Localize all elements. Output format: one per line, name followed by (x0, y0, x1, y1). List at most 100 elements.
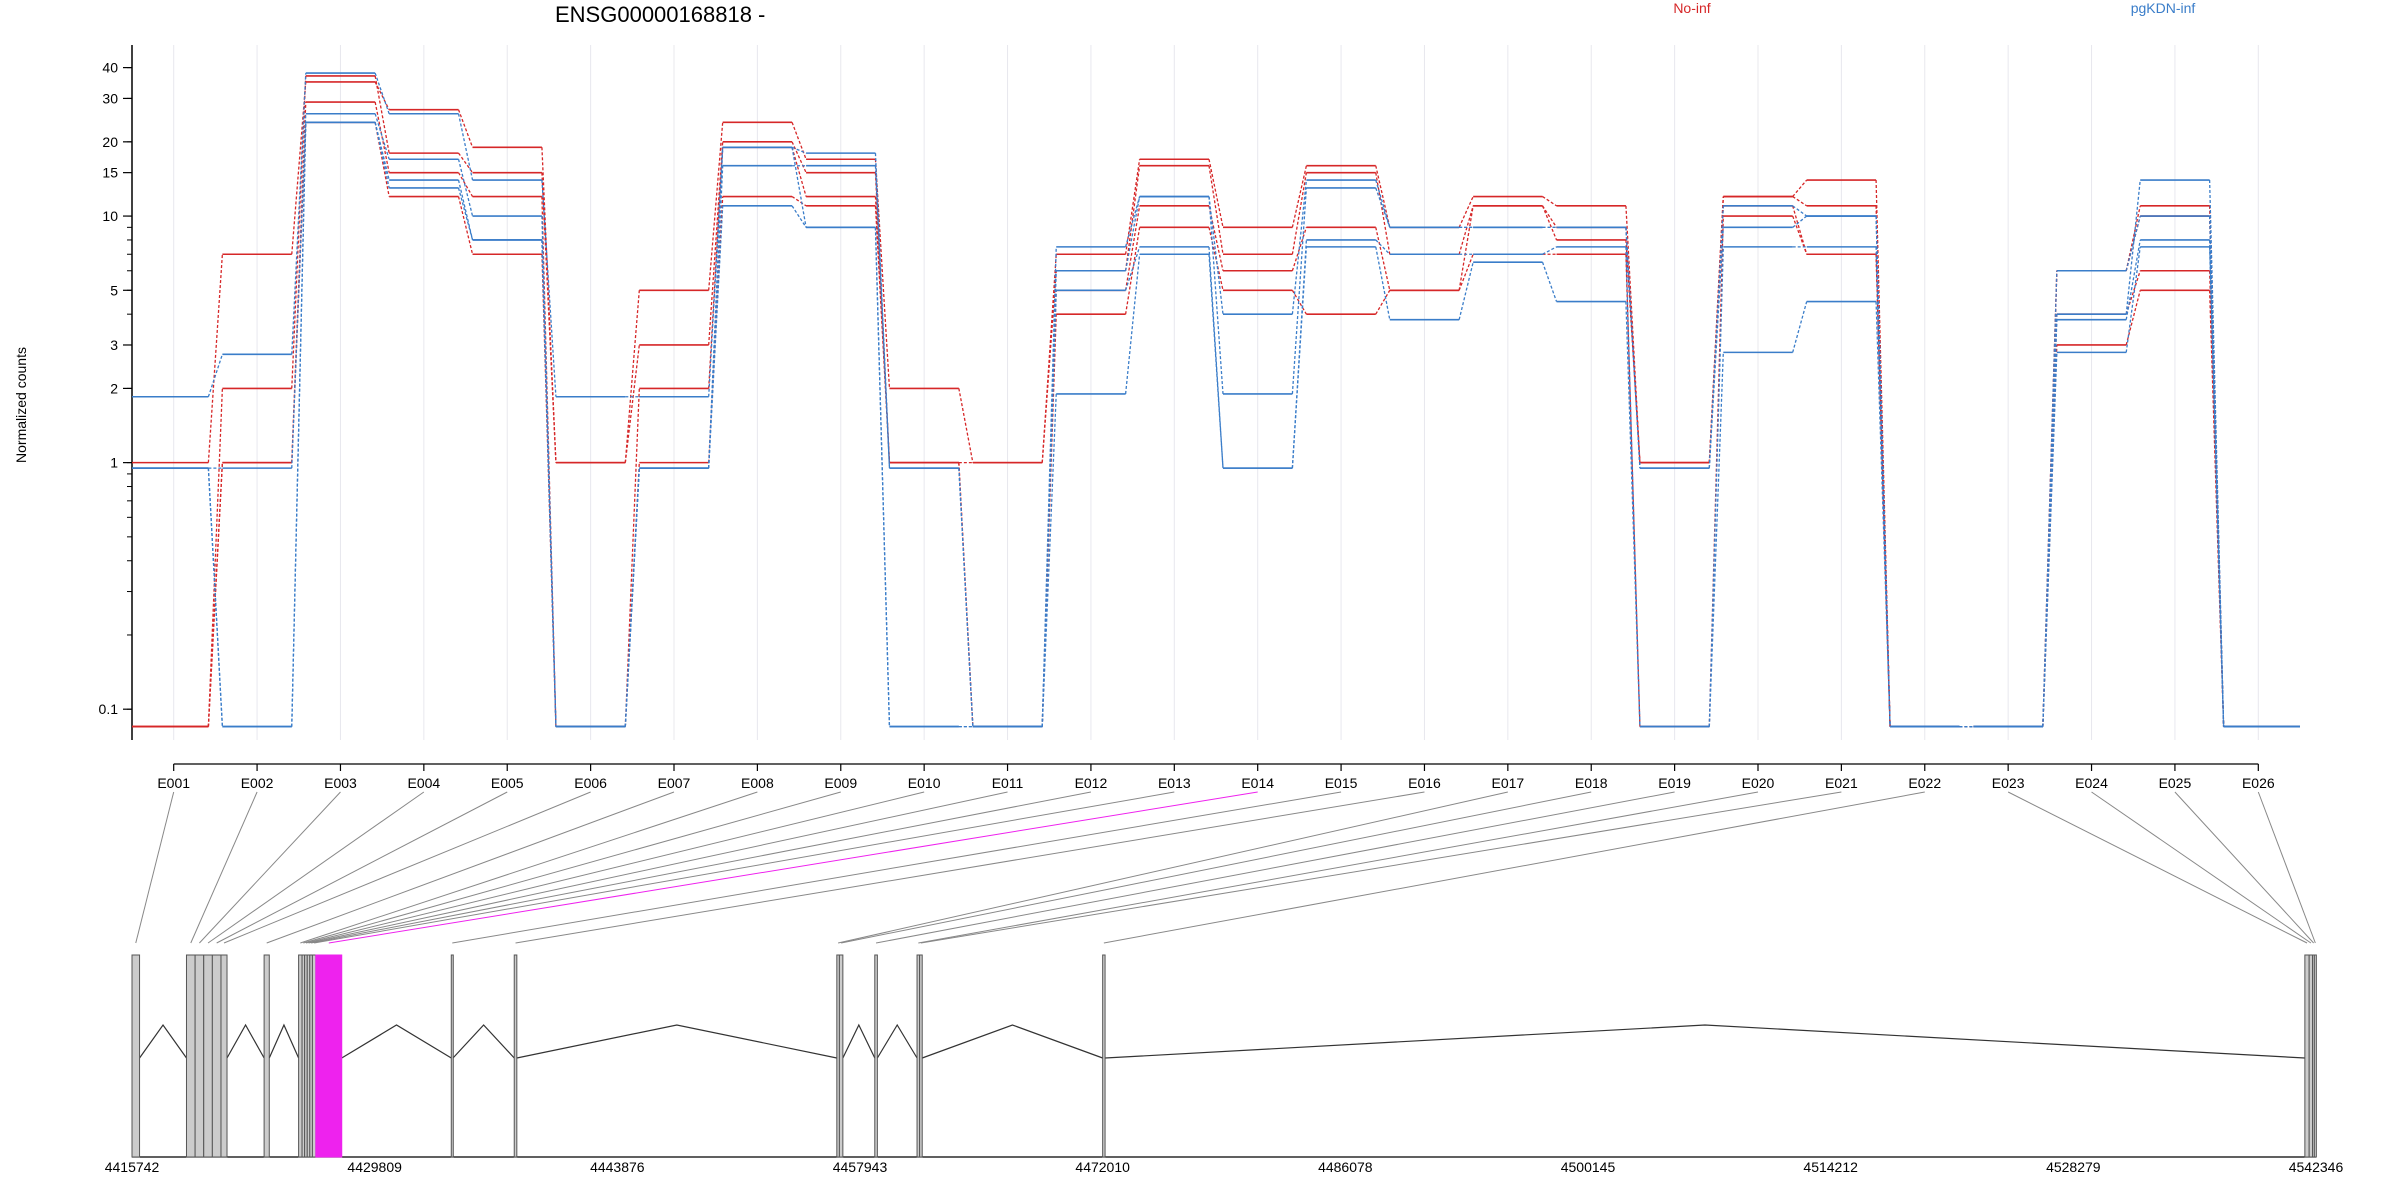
x-tick-label-e018: E018 (1575, 775, 1608, 791)
exon-connector-e024 (2091, 791, 2312, 944)
series-connector (791, 205, 807, 228)
exon-box-e016 (513, 954, 518, 1158)
series-connector (1208, 254, 1224, 469)
series-connector (624, 290, 640, 463)
series-connector (1875, 301, 1891, 727)
coordinate-tick-label: 4500145 (1561, 1159, 1616, 1175)
series-connector (1041, 270, 1057, 463)
exon-connector-e018 (841, 791, 1592, 944)
exon-connector-e008 (300, 791, 758, 944)
series-connector (708, 147, 724, 397)
series-connector (1124, 159, 1141, 255)
series-connector (874, 205, 891, 463)
y-tick-label: 40 (102, 60, 118, 76)
series-connector (708, 147, 724, 469)
series-connector (1542, 246, 1557, 255)
series-connector (457, 187, 474, 241)
series-connector (1542, 195, 1557, 207)
series-pgkdn-inf-6 (132, 112, 2300, 728)
exon-box-e014 (315, 954, 343, 1158)
exon-box-e018 (838, 954, 844, 1158)
x-tick-label-e014: E014 (1241, 775, 1274, 791)
series-connector (1124, 205, 1141, 291)
series-connector (791, 195, 807, 207)
exon-connector-e022 (1103, 791, 1925, 944)
coordinate-tick-label: 4486078 (1318, 1159, 1373, 1175)
series-connector (374, 113, 390, 160)
coordinate-tick-label: 4443876 (590, 1159, 645, 1175)
y-tick-label: 5 (110, 282, 118, 298)
series-connector (1208, 246, 1224, 469)
series-connector (958, 468, 974, 727)
series-connector (2125, 215, 2141, 271)
series-connector (1291, 179, 1308, 315)
coordinate-tick-label: 4542346 (2289, 1159, 2344, 1175)
legend-entry-pgkdn-inf: pgKDN-inf (2131, 0, 2196, 16)
coordinate-tick-label: 4472010 (1075, 1159, 1130, 1175)
coordinate-tick-label: 4457943 (833, 1159, 888, 1175)
series-connector (1124, 246, 1141, 291)
y-tick-label: 1 (110, 455, 118, 471)
series-connector (541, 239, 557, 727)
series-connector (791, 122, 807, 160)
exon-box-e026 (2313, 954, 2317, 1158)
exon-box-e001 (131, 954, 141, 1158)
exon-box-e019 (874, 954, 878, 1158)
exon-box-e023 (2304, 954, 2310, 1158)
series-connector (1291, 246, 1308, 469)
series-connector (1208, 196, 1224, 394)
exon-connector-e026 (2257, 791, 2316, 944)
series-connector (708, 205, 724, 469)
series-connector (791, 147, 807, 197)
exon-box-e004 (203, 954, 213, 1158)
legend-entry-no-inf: No-inf (1673, 0, 1710, 16)
series-connector (1208, 159, 1224, 228)
series-connector (874, 165, 891, 469)
x-tick-label-e023: E023 (1992, 775, 2025, 791)
exon-box-e008 (298, 954, 303, 1158)
series-connector (1291, 172, 1308, 255)
series-connector (1625, 205, 1641, 463)
series-connector (457, 113, 474, 181)
series-connector (1458, 205, 1474, 291)
series-connector (874, 227, 891, 727)
series-pgkdn-inf-5 (132, 72, 2300, 728)
series-connector (1124, 196, 1141, 248)
exon-box-e024 (2308, 954, 2314, 1158)
exon-connector-e010 (305, 791, 925, 944)
series-connector (1375, 179, 1391, 228)
exon-box-e022 (1102, 954, 1106, 1158)
x-tick-label-e016: E016 (1408, 775, 1441, 791)
series-connector (1792, 179, 1808, 197)
y-tick-label: 0.1 (99, 701, 119, 717)
y-tick-label: 3 (110, 337, 118, 353)
x-tick-label-e013: E013 (1158, 775, 1191, 791)
series-connector (1291, 187, 1308, 394)
series-connector (2125, 290, 2141, 346)
series-connector (874, 159, 891, 389)
series-connector (1625, 301, 1641, 727)
coordinate-tick-label: 4415742 (105, 1159, 160, 1175)
series-connector (1458, 254, 1474, 291)
exon-box-e006 (220, 954, 228, 1158)
series-connector (1708, 227, 1724, 469)
x-tick-label-e010: E010 (908, 775, 941, 791)
series-connector (1625, 227, 1641, 469)
exon-connector-e006 (223, 791, 591, 944)
x-tick-label-e017: E017 (1491, 775, 1524, 791)
x-tick-label-e008: E008 (741, 775, 774, 791)
intron-line (452, 1024, 515, 1059)
series-connector (1792, 205, 1808, 217)
exon-connector-e016 (515, 791, 1425, 944)
series-connector (1291, 239, 1308, 469)
axes: 0.1 1 2 3 5 10 15 20 30 40 E001 E002 E003 E004 E005 E00… (99, 45, 2275, 791)
series-connector (1792, 215, 1808, 228)
series-connector (1375, 187, 1391, 228)
series-connector (708, 141, 724, 346)
series-no-inf-2 (132, 75, 2300, 728)
exon-connector-e009 (303, 791, 841, 944)
exon-connector-e007 (266, 791, 675, 944)
exon-connector-e014 (328, 791, 1258, 944)
series-connector (1541, 205, 1558, 241)
series-connector (374, 101, 390, 173)
